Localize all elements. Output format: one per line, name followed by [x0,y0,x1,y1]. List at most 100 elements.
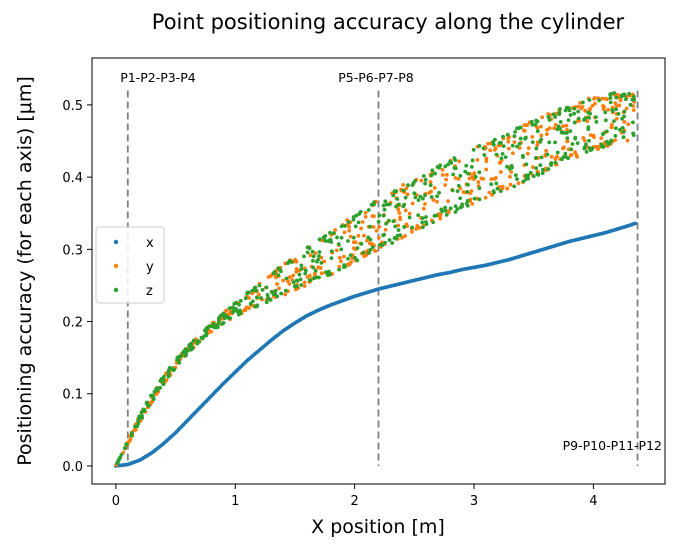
point-z [250,288,255,293]
point-z [298,277,303,282]
point-z [612,91,617,95]
point-z [224,313,229,318]
point-z [458,173,463,178]
point-y [624,106,629,111]
vertical-line-label-3: P9-P10-P11-P12 [563,438,662,453]
point-z [411,181,416,185]
point-z [614,107,618,112]
point-z [499,156,504,161]
point-z [394,204,398,209]
point-z [394,236,398,241]
point-z [204,331,209,336]
point-z [494,152,499,157]
point-z [505,132,510,137]
point-z [547,118,552,122]
point-y [631,108,636,113]
point-z [276,273,281,278]
point-z [526,176,530,181]
point-y [500,185,505,190]
y-tick-label: 0.3 [62,243,83,258]
point-z [573,136,578,141]
point-y [508,182,513,187]
point-z [264,300,269,305]
point-y [277,286,281,291]
point-y [224,308,229,313]
point-y [316,265,321,270]
point-z [587,115,592,120]
point-z [605,139,609,144]
point-z [122,446,127,451]
point-z [396,202,401,207]
point-z [491,142,496,147]
point-z [395,197,400,201]
point-z [566,106,571,110]
point-z [603,118,608,123]
point-z [556,124,561,129]
point-y [423,202,427,206]
point-z [403,195,408,200]
point-y [419,178,424,183]
point-y [512,140,517,145]
point-z [230,305,235,310]
point-z [493,137,497,142]
point-z [518,136,523,141]
point-z [620,126,625,130]
point-y [506,146,511,151]
point-z [431,220,436,225]
point-z [418,194,423,199]
point-z [452,156,457,161]
point-z [458,196,463,201]
point-z [303,271,308,276]
x-axis-label: X position [m] [311,516,445,538]
point-z [315,259,319,264]
point-z [346,220,351,224]
point-z [463,169,468,174]
point-z [568,113,573,117]
point-z [390,241,395,245]
point-z [254,295,259,300]
point-z [529,119,534,124]
point-y [363,214,368,219]
point-z [129,432,134,436]
point-z [473,174,478,179]
point-z [516,126,521,131]
point-y [472,171,477,175]
point-z [384,221,388,226]
point-z [339,235,344,240]
point-z [421,174,426,178]
point-z [291,280,296,285]
point-z [392,189,397,194]
point-z [515,177,519,181]
point-y [487,190,492,195]
point-y [350,256,355,261]
point-z [167,365,172,370]
point-z [594,115,598,119]
point-y [445,172,449,177]
point-z [139,410,144,415]
point-z [348,253,353,257]
point-z [501,134,505,139]
point-z [311,265,316,270]
point-y [481,176,486,181]
point-z [534,146,539,151]
legend-marker-y [113,263,119,269]
point-y [377,224,382,229]
point-z [322,235,327,240]
legend-marker-x [113,239,119,245]
point-y [432,186,437,190]
point-z [377,213,382,218]
point-y [583,108,587,113]
point-z [387,202,392,207]
point-z [568,129,573,134]
point-y [414,227,419,231]
point-z [465,203,470,208]
point-y [484,159,489,164]
point-z [202,328,207,333]
point-z [231,310,235,315]
point-z [370,245,375,250]
point-y [333,228,338,232]
point-z [604,129,609,134]
point-z [217,317,221,322]
point-y [530,134,535,139]
point-y [606,107,611,112]
